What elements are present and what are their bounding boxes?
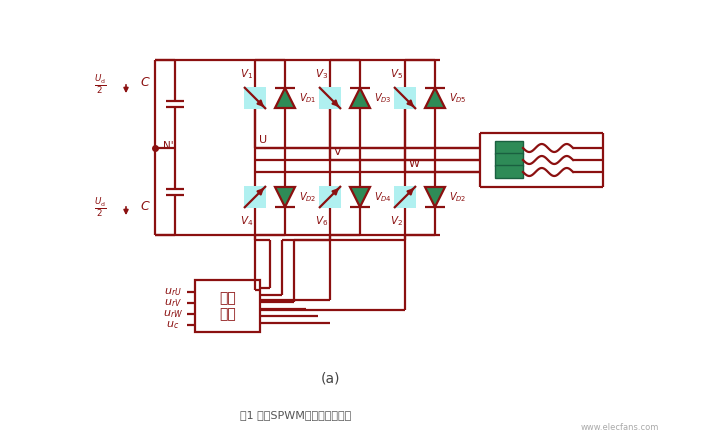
Bar (319, 87, 341, 109)
Text: $C$: $C$ (140, 201, 150, 214)
Bar (495, 141, 523, 154)
Text: $V_{D5}$: $V_{D5}$ (449, 91, 467, 105)
Text: $V_3$: $V_3$ (315, 67, 328, 81)
Text: N': N' (163, 141, 173, 151)
Bar (495, 153, 523, 166)
Text: $V_{D2}$: $V_{D2}$ (299, 190, 317, 204)
Bar (195, 280, 260, 332)
Polygon shape (350, 88, 370, 108)
Text: $u_{rU}$: $u_{rU}$ (164, 286, 182, 298)
Text: $\frac{U_{\rm d}}{2}$: $\frac{U_{\rm d}}{2}$ (94, 196, 106, 219)
Text: V: V (334, 147, 342, 157)
Text: $V_{D2}$: $V_{D2}$ (449, 190, 467, 204)
Text: $V_{D4}$: $V_{D4}$ (374, 190, 392, 204)
Text: (a): (a) (320, 371, 340, 385)
Polygon shape (275, 88, 295, 108)
Text: $\frac{U_{\rm d}}{2}$: $\frac{U_{\rm d}}{2}$ (94, 73, 106, 97)
Polygon shape (425, 88, 445, 108)
Text: $V_2$: $V_2$ (390, 214, 403, 228)
Polygon shape (275, 187, 295, 207)
Bar (394, 186, 416, 208)
Text: $u_{rV}$: $u_{rV}$ (164, 297, 182, 309)
Text: $V_5$: $V_5$ (390, 67, 403, 81)
Text: $V_6$: $V_6$ (314, 214, 328, 228)
Text: $V_{D3}$: $V_{D3}$ (374, 91, 392, 105)
Bar (394, 87, 416, 109)
Text: $V_1$: $V_1$ (240, 67, 253, 81)
Polygon shape (350, 187, 370, 207)
Bar (244, 186, 266, 208)
Bar (244, 87, 266, 109)
Text: $u_c$: $u_c$ (166, 319, 180, 331)
Text: $u_{rW}$: $u_{rW}$ (163, 308, 183, 320)
Text: $V_4$: $V_4$ (240, 214, 253, 228)
Bar (319, 186, 341, 208)
Text: U: U (259, 135, 267, 145)
Text: 调制
电路: 调制 电路 (219, 291, 236, 321)
Polygon shape (425, 187, 445, 207)
Text: $V_{D1}$: $V_{D1}$ (299, 91, 317, 105)
Text: W: W (409, 159, 420, 169)
Text: $C$: $C$ (140, 76, 150, 89)
Bar (495, 165, 523, 178)
Text: www.elecfans.com: www.elecfans.com (581, 423, 659, 433)
Text: 图1 三相SPWM逆变电路及波形: 图1 三相SPWM逆变电路及波形 (240, 410, 351, 420)
